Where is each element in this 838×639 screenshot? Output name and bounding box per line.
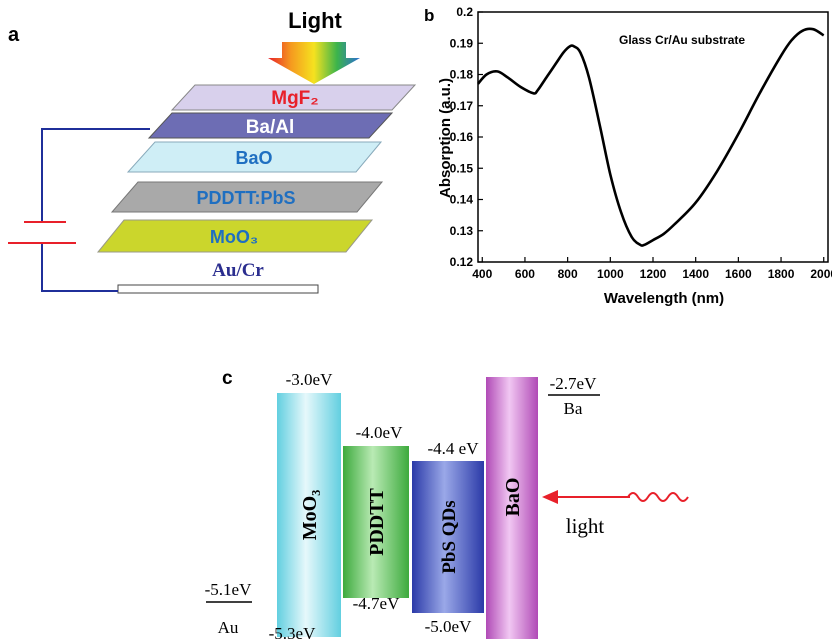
au-energy-label: -5.1eV — [205, 580, 252, 599]
x-tick-label: 1800 — [768, 267, 795, 281]
ba-name-label: Ba — [564, 399, 583, 418]
pbs-top-energy: -4.4 eV — [428, 439, 480, 458]
absorption-series-line — [476, 27, 825, 247]
moo3-bottom-energy: -5.3eV — [269, 624, 316, 639]
layer-pddtt-pbs-label: PDDTT:PbS — [197, 188, 296, 208]
layer-ba-al-label: Ba/Al — [246, 117, 295, 138]
x-tick-label: 1000 — [597, 267, 624, 281]
y-tick-label: 0.13 — [450, 224, 474, 238]
y-tick-label: 0.16 — [450, 130, 474, 144]
y-tick-label: 0.18 — [450, 68, 474, 82]
moo3-top-energy: -3.0eV — [286, 370, 333, 389]
plot-frame — [477, 11, 829, 263]
y-tick-label: 0.19 — [450, 36, 474, 50]
x-tick-label: 1200 — [640, 267, 667, 281]
y-tick-label: 0.17 — [450, 99, 474, 113]
panel-a-label: a — [8, 24, 20, 46]
light-arrow-head — [542, 490, 558, 504]
electrode-au-cr — [117, 284, 319, 294]
layer-pddtt-pbs: PDDTT:PbS — [110, 181, 384, 213]
layer-mgf2: MgF₂ — [170, 84, 417, 111]
panel-c-label: c — [222, 368, 233, 389]
wire-bottom — [41, 243, 118, 292]
y-tick-label: 0.15 — [450, 161, 474, 175]
layer-bao: BaO — [126, 141, 383, 173]
device-stack-diagram: Light MgF₂ Ba/Al BaO PDDTT:PbS MoO₃ Au/C… — [8, 8, 417, 294]
pddtt-block-label: PDDTT — [366, 487, 388, 555]
x-tick-label: 600 — [515, 267, 535, 281]
pddtt-top-energy: -4.0eV — [356, 423, 403, 442]
ba-energy-label: -2.7eV — [550, 374, 597, 393]
moo3-block — [277, 393, 341, 637]
pddtt-block — [343, 446, 409, 598]
light-c-label: light — [566, 514, 605, 538]
panel-b-label: b — [424, 6, 435, 25]
x-tick-label: 1400 — [682, 267, 709, 281]
x-tick-label: 1600 — [725, 267, 752, 281]
energy-level-diagram: -5.1eV Au -3.0eV -5.3eV MoO₃ -4.0eV -4.7… — [205, 370, 689, 639]
moo3-block-label: MoO₃ — [299, 490, 321, 540]
x-axis-title: Wavelength (nm) — [604, 290, 724, 307]
layer-moo3: MoO₃ — [96, 219, 374, 253]
x-tick-label: 400 — [472, 267, 492, 281]
electrode-label: Au/Cr — [212, 260, 264, 281]
y-tick-label: 0.14 — [450, 193, 474, 207]
pbs-bottom-energy: -5.0eV — [425, 617, 472, 636]
y-tick-label: 0.12 — [450, 255, 474, 269]
x-tick-label: 800 — [558, 267, 578, 281]
bao-block-label: BaO — [502, 478, 524, 517]
y-tick-label: 0.2 — [456, 5, 473, 19]
layer-bao-label: BaO — [235, 148, 272, 168]
layer-ba-al: Ba/Al — [147, 112, 394, 139]
pddtt-bottom-energy: -4.7eV — [353, 594, 400, 613]
au-name-label: Au — [218, 618, 239, 637]
chart-annotation: Glass Cr/Au substrate — [619, 33, 745, 47]
pbs-qds-block — [412, 461, 484, 613]
bao-block — [486, 377, 538, 639]
layer-mgf2-label: MgF₂ — [271, 88, 318, 109]
light-wave-arrow — [627, 492, 689, 502]
pbs-block-label: PbS QDs — [439, 500, 460, 573]
layer-moo3-label: MoO₃ — [210, 227, 258, 247]
light-arrow — [268, 42, 360, 84]
light-label: Light — [288, 8, 342, 33]
wire-top — [41, 128, 150, 222]
y-axis-title: Absorption (a.u.) — [437, 78, 454, 198]
